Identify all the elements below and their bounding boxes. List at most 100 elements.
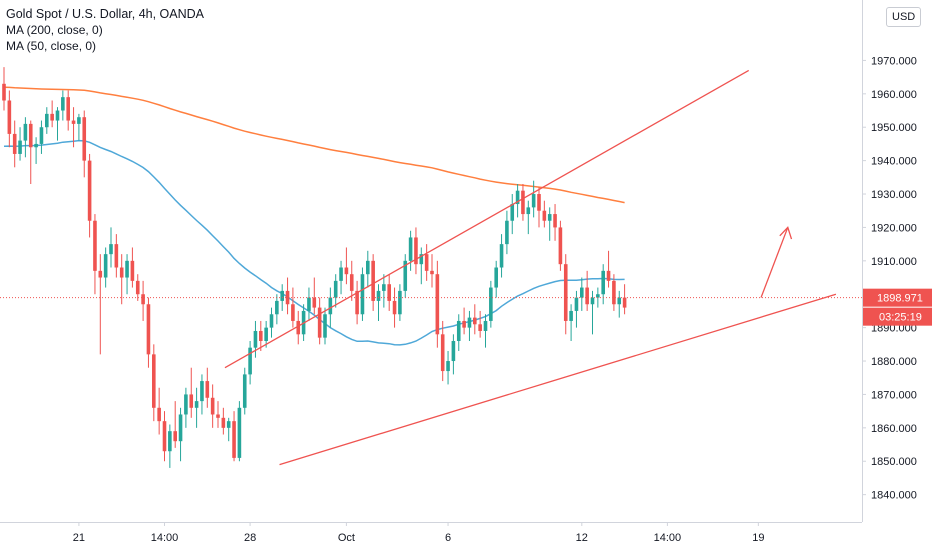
candle-body bbox=[569, 310, 573, 321]
currency-badge[interactable]: USD bbox=[886, 7, 922, 27]
symbol-title[interactable]: Gold Spot / U.S. Dollar, 4h, OANDA bbox=[6, 7, 204, 21]
candle-body bbox=[349, 274, 354, 291]
candle-body bbox=[130, 260, 135, 281]
candle-body bbox=[39, 127, 44, 144]
candle-body bbox=[28, 123, 33, 148]
candle-body bbox=[285, 290, 290, 305]
candle-body bbox=[237, 407, 242, 458]
candle-body bbox=[414, 237, 418, 265]
candle-body bbox=[563, 264, 568, 321]
candle-body bbox=[18, 140, 22, 154]
y-tick-label: 1930.000 bbox=[871, 189, 917, 201]
candle-body bbox=[467, 317, 472, 328]
candle-body bbox=[184, 394, 188, 415]
candle-body bbox=[376, 290, 381, 301]
candle-body bbox=[178, 414, 183, 442]
x-tick-label: 6 bbox=[445, 532, 451, 544]
candle-body bbox=[612, 280, 616, 305]
candle-body bbox=[66, 97, 70, 121]
candle-body bbox=[424, 254, 429, 271]
candle-body bbox=[408, 237, 413, 261]
projection-arrow-head bbox=[779, 226, 793, 240]
y-tick-label: 1860.000 bbox=[871, 423, 917, 435]
candle-body bbox=[531, 194, 536, 208]
candle-body bbox=[12, 133, 17, 154]
candle-body bbox=[216, 414, 220, 418]
candle-body bbox=[473, 317, 477, 325]
candle-body bbox=[317, 307, 322, 338]
candle-body bbox=[440, 334, 445, 372]
x-tick-label: Oct bbox=[338, 532, 355, 544]
candle-body bbox=[510, 204, 515, 221]
current-price-tag bbox=[863, 288, 932, 307]
candle-body bbox=[269, 314, 274, 328]
candle-body bbox=[141, 294, 145, 305]
y-tick-label: 1840.000 bbox=[871, 490, 917, 502]
candle-body bbox=[585, 287, 589, 305]
y-tick-label: 1970.000 bbox=[871, 55, 917, 67]
candle-body bbox=[547, 214, 552, 221]
candle-body bbox=[489, 287, 493, 321]
candle-body bbox=[82, 117, 87, 161]
candle-body bbox=[168, 431, 172, 452]
candle-body bbox=[366, 260, 370, 275]
candle-body bbox=[7, 100, 12, 134]
candle-body bbox=[596, 294, 600, 298]
ma200-legend[interactable]: MA (200, close, 0) bbox=[6, 23, 103, 37]
candle-body bbox=[312, 297, 317, 308]
candle-body bbox=[483, 320, 488, 331]
candle-body bbox=[553, 214, 557, 228]
candle-body bbox=[162, 421, 167, 452]
candle-body bbox=[542, 210, 547, 221]
candle-body bbox=[398, 290, 402, 315]
candle-body bbox=[515, 190, 520, 205]
candle-body bbox=[248, 347, 252, 375]
chart-legend: Gold Spot / U.S. Dollar, 4h, OANDA MA (2… bbox=[6, 6, 204, 54]
candle-body bbox=[242, 374, 247, 408]
candle-body bbox=[114, 244, 119, 268]
y-tick-label: 1850.000 bbox=[871, 456, 917, 468]
ma50-legend[interactable]: MA (50, close, 0) bbox=[6, 39, 97, 53]
candle-body bbox=[307, 297, 311, 311]
candle-body bbox=[387, 284, 391, 301]
candle-body bbox=[77, 117, 81, 124]
candle-body bbox=[521, 190, 525, 215]
candle-body bbox=[173, 431, 177, 442]
candle-body bbox=[125, 260, 129, 278]
y-tick-label: 1940.000 bbox=[871, 156, 917, 168]
candle-body bbox=[103, 254, 108, 278]
candle-body bbox=[419, 254, 424, 265]
candle-body bbox=[189, 394, 194, 408]
candle-body bbox=[494, 267, 498, 288]
candle-body bbox=[87, 160, 92, 221]
candle-body bbox=[296, 320, 301, 335]
candle-body bbox=[109, 244, 113, 255]
candle-body bbox=[291, 304, 295, 321]
x-tick-label: 14:00 bbox=[654, 532, 682, 544]
candle-body bbox=[71, 120, 76, 124]
candle-body bbox=[622, 297, 627, 308]
candle-body bbox=[339, 267, 343, 281]
candle-body bbox=[194, 401, 199, 408]
candle-body bbox=[226, 421, 231, 428]
candle-body bbox=[275, 300, 279, 315]
candle-body bbox=[264, 327, 268, 341]
candle-body bbox=[98, 270, 103, 278]
candle-body bbox=[328, 297, 333, 315]
candle-body bbox=[446, 361, 450, 372]
projection-arrow bbox=[760, 227, 789, 298]
candle-body bbox=[478, 324, 482, 331]
current-price-value: 1898.971 bbox=[877, 293, 923, 305]
candle-body bbox=[382, 284, 386, 291]
ma200-line bbox=[3, 86, 625, 204]
candle-body bbox=[135, 280, 140, 295]
y-tick-label: 1960.000 bbox=[871, 89, 917, 101]
y-tick-label: 1910.000 bbox=[871, 256, 917, 268]
candle-body bbox=[601, 270, 605, 295]
candle-body bbox=[55, 110, 60, 121]
candle-body bbox=[323, 314, 327, 338]
candle-body bbox=[23, 123, 28, 141]
candle-body bbox=[558, 227, 563, 265]
